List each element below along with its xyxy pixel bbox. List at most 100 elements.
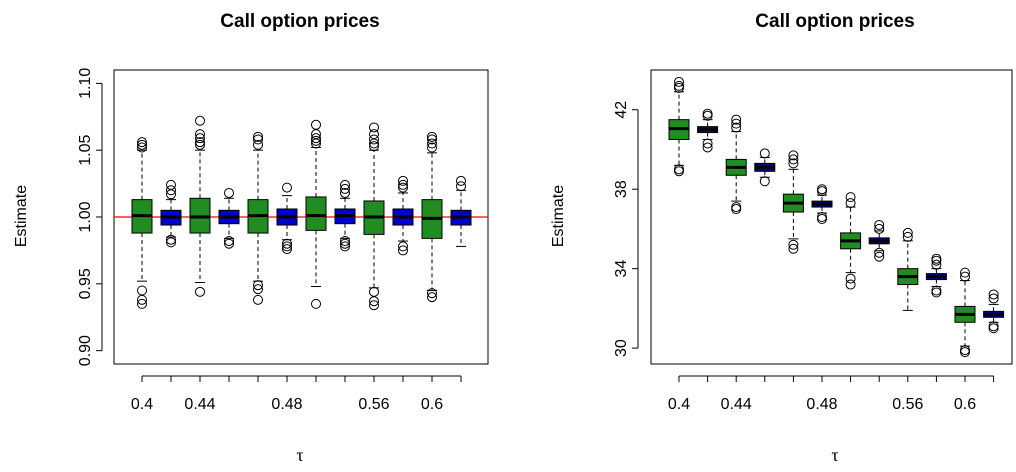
outlier-point [988,323,999,334]
left-chart-title: Call option prices [220,11,379,32]
outlier-point [340,241,350,252]
outlier-point [369,134,379,145]
outlier-point [931,255,942,266]
outlier-point [931,253,942,264]
x-tick-label: 0.44 [184,396,215,413]
outlier-point [931,259,942,270]
outlier-point [931,285,942,296]
y-tick-label: 0.95 [77,268,94,299]
outlier-point [674,166,684,177]
y-tick-label: 30 [613,339,630,357]
outlier-point [731,202,742,213]
x-tick-label: 0.4 [131,396,153,413]
x-tick-label: 0.56 [358,396,389,413]
right-box-plot: Call option prices Estimate τ 30 34 38 42 0… [550,11,1013,465]
outlier-point [340,183,350,194]
x-tick-label: 0.6 [954,396,976,413]
right-y-axis-label: Estimate [550,185,567,247]
outlier-point [817,184,827,195]
outlier-point [427,138,437,149]
outlier-point [427,288,437,299]
y-tick-label: 38 [613,180,630,198]
box-5 [782,150,804,254]
outlier-point [902,231,913,242]
box-1 [131,137,153,309]
outlier-point [817,212,827,222]
outlier-point [456,175,466,186]
outlier-point [988,289,999,300]
outlier-point [398,241,408,252]
outlier-point [702,138,713,149]
outlier-point [369,129,379,140]
y-tick-label: 42 [613,101,630,119]
box-5 [247,131,269,305]
left-box-plot: Call option prices Estimate τ 0.90 0.95 1.… [13,11,489,465]
outlier-point [253,131,263,142]
right-x-axis-label: τ [831,445,838,465]
outlier-point [166,237,176,248]
outlier-point [137,285,147,296]
outlier-point [845,198,856,209]
box-10 [392,175,414,256]
y-tick-label: 1.00 [77,201,94,232]
outlier-point [224,236,234,247]
right-chart-title: Call option prices [755,11,914,32]
outlier-point [817,186,827,197]
x-tick-label: 0.48 [806,396,837,413]
box-11 [421,131,443,303]
outlier-point [788,243,799,254]
left-x-axis-label: τ [296,445,303,465]
right-x-axis: 0.4 0.44 0.48 0.56 0.6 [668,375,995,413]
box-6 [811,184,833,224]
outlier-point [166,179,176,190]
outlier-point [369,122,379,133]
outlier-point [674,164,684,175]
outlier-point [224,187,234,198]
outlier-point [960,345,970,356]
outlier-point [788,158,799,169]
outlier-point [702,110,713,121]
outlier-point [931,287,942,298]
outlier-point [398,179,408,190]
box-9 [897,227,919,311]
outlier-point [195,115,205,126]
left-y-axis: 0.90 0.95 1.00 1.05 1.10 [77,68,103,366]
outlier-point [369,286,379,297]
outlier-point [166,234,176,245]
outlier-point [456,181,466,192]
outlier-point [137,137,147,148]
outlier-point [195,286,205,297]
box-11 [954,267,976,358]
outlier-point [253,294,263,305]
outlier-point [874,247,885,258]
outlier-point [988,321,999,332]
y-tick-label: 34 [613,260,630,278]
outlier-point [788,239,799,250]
outlier-point [369,141,379,152]
outlier-point [282,244,292,255]
box-8 [868,219,890,262]
outlier-point [282,241,292,252]
outlier-point [674,76,684,87]
left-y-axis-label: Estimate [13,185,30,247]
outlier-point [731,204,742,215]
box-9 [363,122,385,311]
y-tick-label: 0.90 [77,335,94,366]
outlier-point [874,223,885,234]
outlier-point [195,139,205,150]
y-tick-label: 1.05 [77,135,94,166]
outlier-point [788,154,799,165]
right-y-axis: 30 34 38 42 [613,101,639,357]
outlier-point [195,133,205,144]
box-12 [450,175,472,247]
outlier-point [253,284,263,295]
right-plot-frame [650,69,1013,365]
outlier-point [960,267,970,278]
outlier-point [166,185,176,196]
outlier-point [224,238,234,249]
outlier-point [282,182,292,193]
outlier-point [874,219,885,230]
box-7 [305,119,327,309]
outlier-point [788,150,799,161]
